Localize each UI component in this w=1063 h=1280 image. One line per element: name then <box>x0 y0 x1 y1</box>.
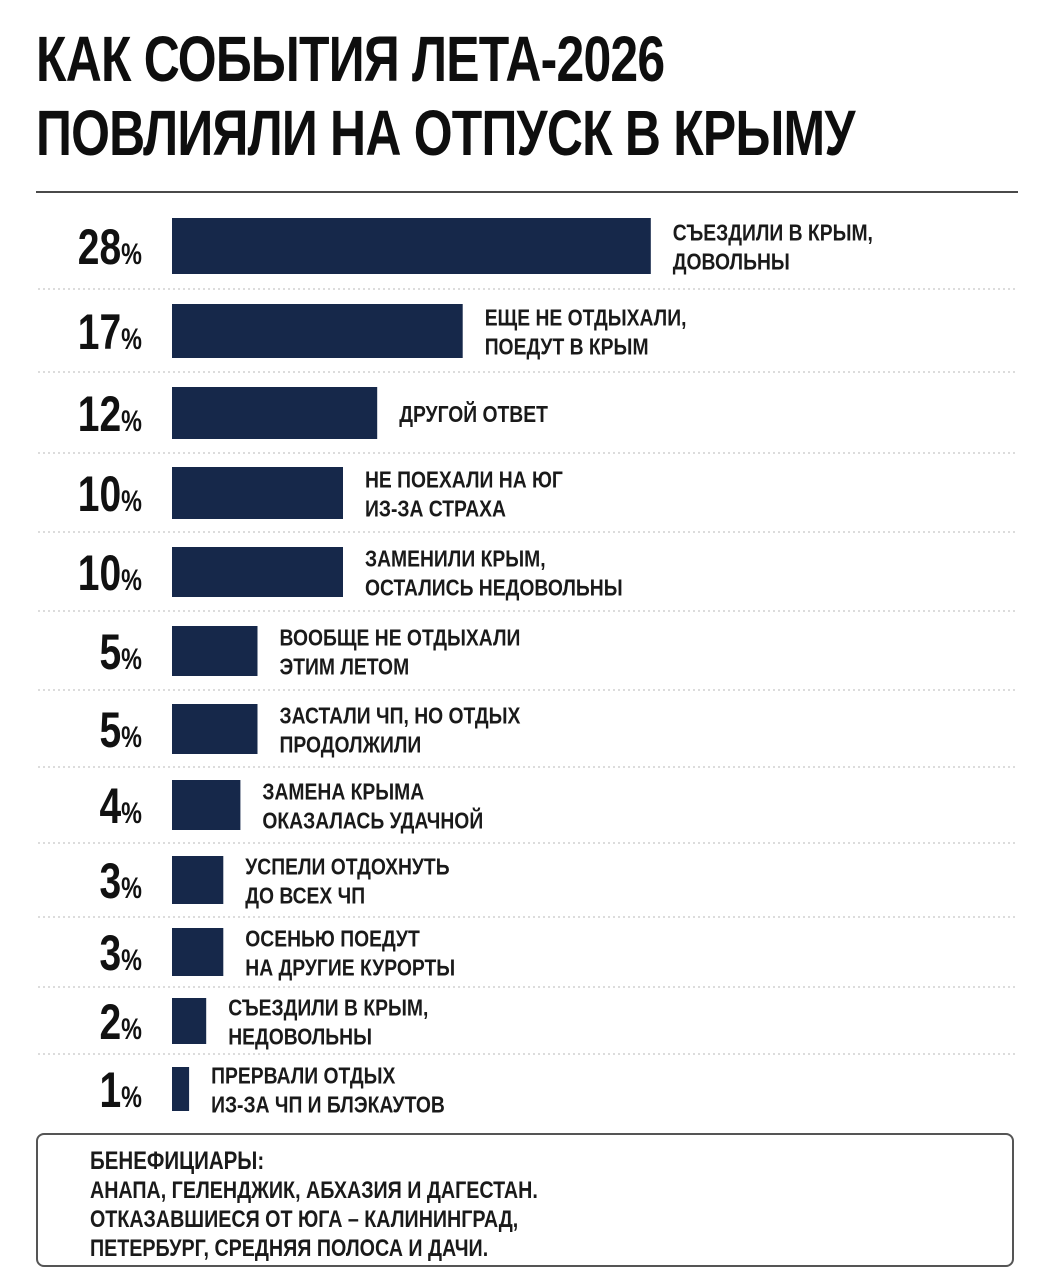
category-label: ЗАМЕНА КРЫМА <box>262 780 424 805</box>
category-label: УСПЕЛИ ОТДОХНУТЬ <box>245 855 449 880</box>
title-divider <box>36 191 1018 193</box>
value-label: 12% <box>78 385 142 442</box>
beneficiaries-box: БЕНЕФИЦИАРЫ: АНАПА, ГЕЛЕНДЖИК, АБХАЗИЯ И… <box>36 1133 1014 1267</box>
category-label: ПРОДОЛЖИЛИ <box>280 733 422 758</box>
bar-9 <box>172 856 224 904</box>
beneficiaries-line-1: АНАПА, ГЕЛЕНДЖИК, АБХАЗИЯ И ДАГЕСТАН. <box>90 1177 538 1204</box>
bar-chart: 28% СЪЕЗДИЛИ В КРЫМ, ДОВОЛЬНЫ 17% ЕЩЕ НЕ ОТД… <box>38 218 1018 1118</box>
value-label: 10% <box>78 544 142 601</box>
value-label: 1% <box>100 1061 143 1118</box>
category-label: НА ДРУГИЕ КУРОРТЫ <box>245 956 455 981</box>
value-label: 3% <box>100 924 143 981</box>
bar-2 <box>172 304 463 358</box>
category-label: СЪЕЗДИЛИ В КРЫМ, <box>228 996 428 1021</box>
category-label: НЕДОВОЛЬНЫ <box>228 1025 372 1050</box>
value-label: 2% <box>100 993 143 1050</box>
category-label: ДО ВСЕХ ЧП <box>245 884 365 909</box>
bar-1 <box>172 218 651 274</box>
category-label: ДРУГОЙ ОТВЕТ <box>399 400 548 427</box>
category-label: ЭТИМ ЛЕТОМ <box>280 655 410 680</box>
value-label: 3% <box>100 852 143 909</box>
category-label: ПРЕРВАЛИ ОТДЫХ <box>211 1064 395 1089</box>
title-line-1: КАК СОБЫТИЯ ЛЕТА-2026 <box>36 23 665 95</box>
category-label: НЕ ПОЕХАЛИ НА ЮГ <box>365 468 563 493</box>
bar-7 <box>172 704 258 754</box>
bar-11 <box>172 998 207 1044</box>
page-title: КАК СОБЫТИЯ ЛЕТА-2026 ПОВЛИЯЛИ НА ОТПУСК… <box>36 22 855 170</box>
value-label: 5% <box>100 701 143 758</box>
beneficiaries-line-3: ПЕТЕРБУРГ, СРЕДНЯЯ ПОЛОСА И ДАЧИ. <box>90 1235 489 1262</box>
category-label: ОКАЗАЛАСЬ УДАЧНОЙ <box>262 807 483 834</box>
category-label: ИЗ-ЗА СТРАХА <box>365 497 506 522</box>
value-label: 17% <box>78 303 142 360</box>
beneficiaries-heading: БЕНЕФИЦИАРЫ: <box>90 1147 265 1175</box>
category-label: ВООБЩЕ НЕ ОТДЫХАЛИ <box>280 626 521 651</box>
value-label: 5% <box>100 623 143 680</box>
category-label: ОСЕНЬЮ ПОЕДУТ <box>245 927 419 952</box>
value-label: 4% <box>100 777 143 834</box>
beneficiaries-line-2: ОТКАЗАВШИЕСЯ ОТ ЮГА – КАЛИНИНГРАД, <box>90 1206 519 1233</box>
value-label: 10% <box>78 465 142 522</box>
bar-4 <box>172 467 343 519</box>
bar-12 <box>172 1067 190 1111</box>
category-label: ЕЩЕ НЕ ОТДЫХАЛИ, <box>485 306 687 331</box>
title-line-2: ПОВЛИЯЛИ НА ОТПУСК В КРЫМУ <box>36 97 855 169</box>
category-label: ЗАСТАЛИ ЧП, НО ОТДЫХ <box>280 704 521 729</box>
category-label: ПОЕДУТ В КРЫМ <box>485 335 649 360</box>
bar-10 <box>172 928 224 976</box>
bar-3 <box>172 387 378 439</box>
category-label: ДОВОЛЬНЫ <box>673 250 790 275</box>
category-label: СЪЕЗДИЛИ В КРЫМ, <box>673 221 873 246</box>
category-label: ЗАМЕНИЛИ КРЫМ, <box>365 547 546 572</box>
category-label: ОСТАЛИСЬ НЕДОВОЛЬНЫ <box>365 576 623 601</box>
bar-8 <box>172 780 241 830</box>
bar-5 <box>172 547 343 597</box>
value-label: 28% <box>78 218 142 275</box>
bar-6 <box>172 626 258 676</box>
category-label: ИЗ-ЗА ЧП И БЛЭКАУТОВ <box>211 1093 445 1118</box>
